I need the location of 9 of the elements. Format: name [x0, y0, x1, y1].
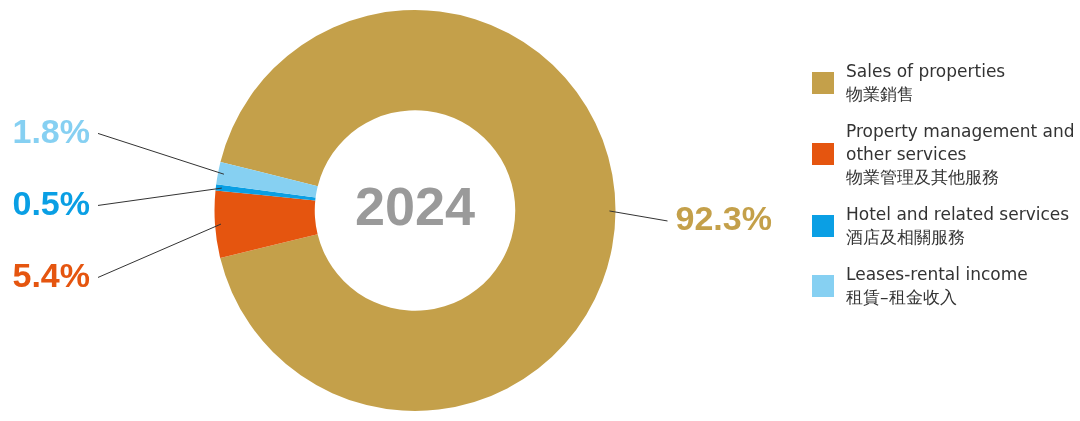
legend-label: Sales of properties 物業銷售: [846, 60, 1006, 106]
text: 2024: [354, 176, 476, 237]
data-label: 0.5%: [12, 183, 90, 222]
data-label: 1.8%: [12, 111, 90, 150]
legend-label: Property management and other services 物業管理及其他服務: [846, 119, 1075, 189]
data-label: 92.3%: [675, 199, 772, 238]
legend-label: Leases-rental income 租賃–租金收入: [846, 262, 1028, 309]
data-label: 5.4%: [12, 255, 90, 294]
legend-label: Hotel and related services 酒店及相關服務: [846, 202, 1070, 249]
